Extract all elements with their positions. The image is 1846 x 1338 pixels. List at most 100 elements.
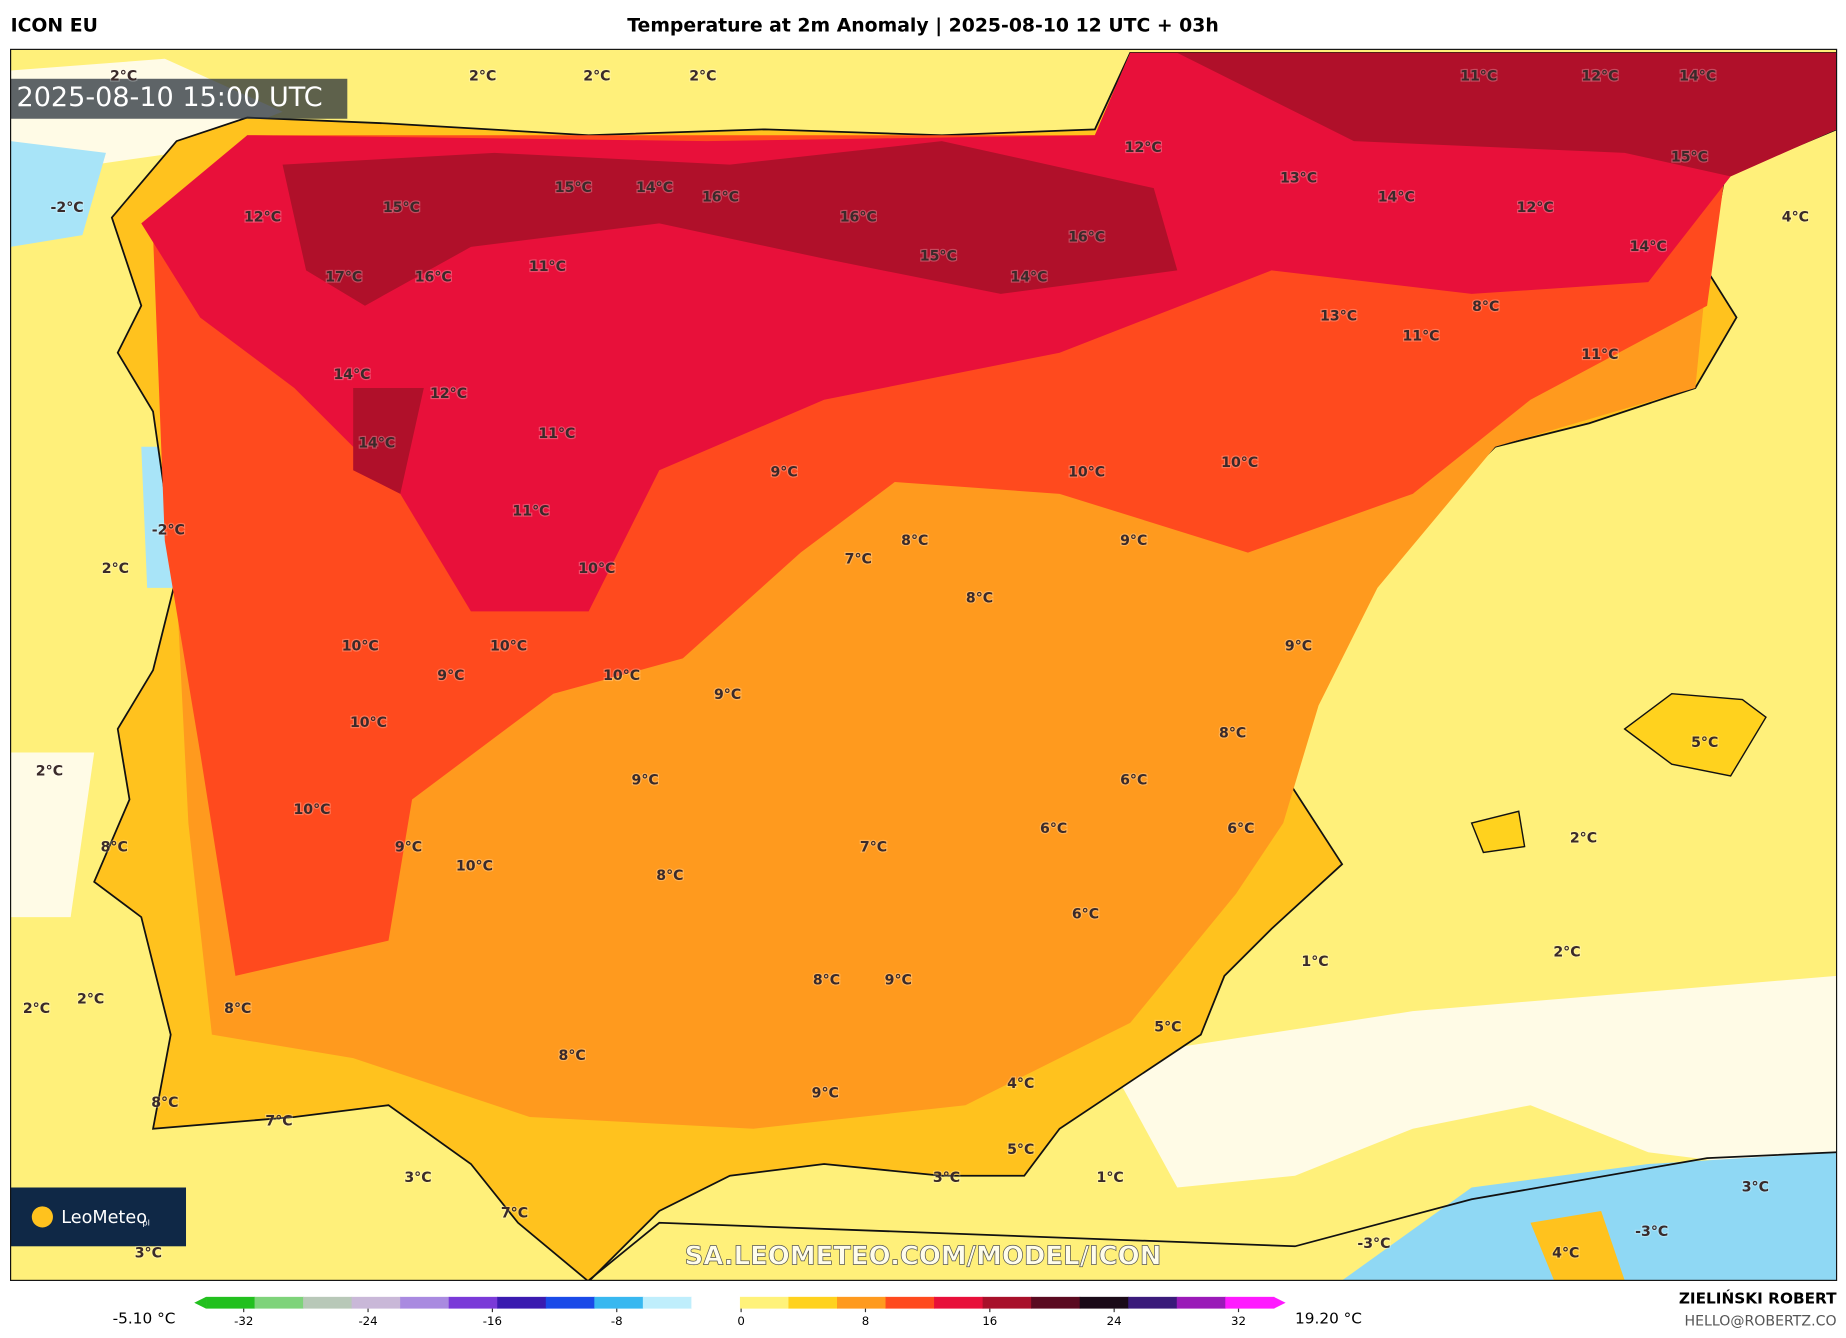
temperature-label: 12°C bbox=[1125, 140, 1162, 156]
temperature-label: 3°C bbox=[1742, 1180, 1769, 1196]
colorbar-segment bbox=[1031, 1296, 1081, 1309]
temperature-label: 8°C bbox=[1472, 299, 1499, 315]
logo-sun bbox=[31, 1206, 53, 1228]
colorbar-tick-label: 24 bbox=[1107, 1314, 1122, 1328]
temperature-label: 11°C bbox=[529, 259, 566, 275]
temperature-label: 12°C bbox=[1581, 68, 1618, 84]
temperature-label: 16°C bbox=[840, 210, 877, 226]
temperature-label: 2°C bbox=[689, 68, 716, 84]
temperature-label: 14°C bbox=[636, 180, 673, 196]
legend-min: -5.10 °C bbox=[113, 1310, 176, 1328]
temperature-label: 4°C bbox=[1552, 1245, 1579, 1261]
temperature-label: -2°C bbox=[152, 522, 185, 538]
temperature-label: 4°C bbox=[1007, 1076, 1034, 1092]
temperature-label: 10°C bbox=[603, 668, 640, 684]
colorbar-segment bbox=[885, 1296, 935, 1309]
temperature-label: 10°C bbox=[456, 859, 493, 875]
watermark: SA.LEOMETEO.COM/MODEL/ICON bbox=[685, 1241, 1162, 1271]
temperature-label: 15°C bbox=[383, 200, 420, 216]
temperature-label: -2°C bbox=[51, 200, 84, 216]
temperature-label: 10°C bbox=[1068, 465, 1105, 481]
temperature-label: 14°C bbox=[333, 367, 370, 383]
cool-sea bbox=[10, 141, 189, 588]
temperature-label: 2°C bbox=[23, 1001, 50, 1017]
title: Temperature at 2m Anomaly | 2025-08-10 1… bbox=[627, 15, 1219, 36]
temperature-label: 3°C bbox=[933, 1170, 960, 1186]
colorbar-segment bbox=[642, 1296, 692, 1309]
temperature-label: 14°C bbox=[1378, 190, 1415, 206]
temperature-label: 7°C bbox=[860, 840, 887, 856]
temperature-label: 14°C bbox=[1630, 239, 1667, 255]
temperature-label: 13°C bbox=[1320, 308, 1357, 324]
temperature-label: 3°C bbox=[135, 1245, 162, 1261]
temperature-label: 10°C bbox=[342, 639, 379, 655]
temperature-label: 10°C bbox=[578, 561, 615, 577]
colorbar-segment bbox=[497, 1296, 547, 1309]
temperature-label: 11°C bbox=[512, 503, 549, 519]
temperature-label: 9°C bbox=[812, 1085, 839, 1101]
colorbar-segment bbox=[837, 1296, 887, 1309]
temperature-label: 13°C bbox=[1280, 171, 1317, 187]
colorbar-tick-label: 32 bbox=[1231, 1314, 1246, 1328]
temperature-label: 16°C bbox=[1068, 230, 1105, 246]
colorbar-segment bbox=[1176, 1296, 1226, 1309]
temperature-label: 5°C bbox=[1691, 735, 1718, 751]
temperature-label: 2°C bbox=[77, 991, 104, 1007]
temperature-label: 16°C bbox=[702, 190, 739, 206]
temperature-label: 1°C bbox=[1301, 954, 1328, 970]
temperature-label: 9°C bbox=[770, 465, 797, 481]
temperature-label: 10°C bbox=[1221, 455, 1258, 471]
temperature-label: 9°C bbox=[885, 973, 912, 989]
legend-max: 19.20 °C bbox=[1295, 1310, 1362, 1328]
colorbar-tick-label: -32 bbox=[234, 1314, 253, 1328]
colorbar-segment bbox=[254, 1296, 304, 1309]
temperature-label: 6°C bbox=[1227, 821, 1254, 837]
temperature-label: 2°C bbox=[36, 763, 63, 779]
temperature-label: 7°C bbox=[845, 552, 872, 568]
colorbar-segment bbox=[739, 1296, 790, 1309]
africa-warm bbox=[1530, 1211, 1625, 1281]
colorbar-arrow bbox=[194, 1296, 207, 1309]
white-sea bbox=[10, 58, 1837, 1188]
temperature-label: 16°C bbox=[415, 269, 452, 285]
temperature-label: 10°C bbox=[490, 639, 527, 655]
temperature-label: 12°C bbox=[244, 210, 281, 226]
temperature-label: -3°C bbox=[1635, 1224, 1668, 1240]
temperature-label: 2°C bbox=[102, 561, 129, 577]
colorbar-arrow bbox=[1273, 1296, 1286, 1309]
temperature-label: 5°C bbox=[1154, 1020, 1181, 1036]
colorbar-tick-label: -8 bbox=[611, 1314, 623, 1328]
colorbar-segment bbox=[400, 1296, 450, 1309]
colorbar-segment bbox=[594, 1296, 644, 1309]
colorbar-segment bbox=[1079, 1296, 1129, 1309]
temperature-label: 8°C bbox=[1219, 726, 1246, 742]
temperature-label: 8°C bbox=[151, 1095, 178, 1111]
temperature-label: 12°C bbox=[430, 386, 467, 402]
colorbar-tick-label: -16 bbox=[483, 1314, 502, 1328]
temperature-label: 2°C bbox=[469, 68, 496, 84]
temperature-label: 1°C bbox=[1097, 1170, 1124, 1186]
temperature-label: 9°C bbox=[437, 668, 464, 684]
colorbar-segment bbox=[303, 1296, 353, 1309]
temperature-label: 8°C bbox=[901, 533, 928, 549]
colorbar-segment bbox=[788, 1296, 838, 1309]
model-name: ICON EU bbox=[11, 15, 98, 36]
temperature-label: 6°C bbox=[1040, 821, 1067, 837]
temperature-label: 14°C bbox=[358, 435, 395, 451]
colorbar-segment bbox=[545, 1296, 595, 1309]
temperature-label: 8°C bbox=[559, 1048, 586, 1064]
temperature-label: 2°C bbox=[1553, 944, 1580, 960]
temperature-label: 2°C bbox=[110, 68, 137, 84]
colorbar-tick-label: 8 bbox=[862, 1314, 869, 1328]
logo-suffix: pl bbox=[142, 1217, 150, 1227]
temperature-label: 10°C bbox=[293, 802, 330, 818]
temperature-label: 9°C bbox=[1285, 639, 1312, 655]
colorbar-tick-label: -24 bbox=[358, 1314, 377, 1328]
temperature-label: 7°C bbox=[501, 1205, 528, 1221]
colorbar-tick-label: 16 bbox=[982, 1314, 997, 1328]
temperature-label: 6°C bbox=[1072, 907, 1099, 923]
colorbar: -32 -24 -16 -8 0 8 16 24 32 bbox=[194, 1296, 1286, 1328]
temperature-label: 8°C bbox=[813, 973, 840, 989]
temperature-label: 11°C bbox=[1460, 68, 1497, 84]
